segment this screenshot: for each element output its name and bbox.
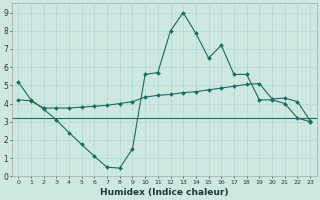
X-axis label: Humidex (Indice chaleur): Humidex (Indice chaleur)	[100, 188, 228, 197]
